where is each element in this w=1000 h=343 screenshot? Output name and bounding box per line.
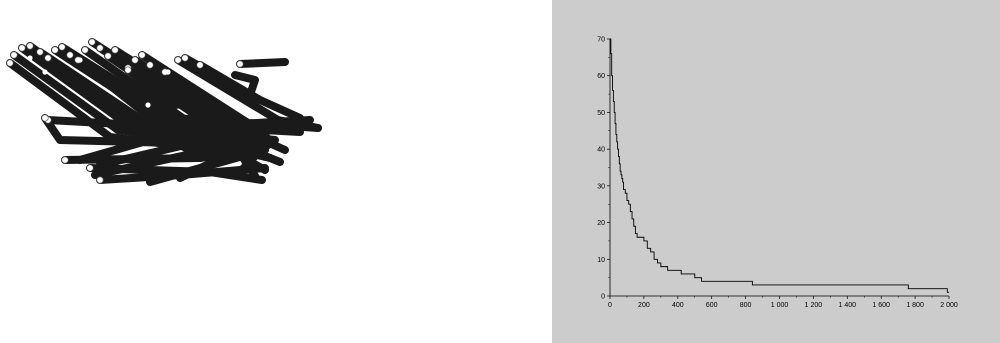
- tube-interior-end-0: [145, 102, 151, 108]
- x-tick-label: 0: [608, 302, 612, 309]
- tube-25: [61, 144, 262, 164]
- tube-22: [236, 58, 289, 68]
- x-tick-label: 1 000: [771, 302, 789, 309]
- chart-series: [610, 38, 949, 293]
- series-line-0: [610, 38, 949, 293]
- tube-end-14: [111, 46, 119, 54]
- x-tick-label: 1 600: [872, 302, 890, 309]
- tube-end-3: [26, 42, 34, 50]
- tube-interior-end-3: [165, 69, 171, 75]
- tube-end-0: [6, 59, 14, 67]
- tube-end-23: [196, 61, 204, 69]
- tube-end-1: [10, 51, 18, 59]
- tube-end-10: [81, 46, 89, 54]
- tube-28: [96, 164, 269, 184]
- tube-end-11: [88, 38, 96, 46]
- y-tick-label: 40: [597, 147, 605, 154]
- x-tick-label: 1 400: [839, 302, 857, 309]
- tube-end-29: [124, 66, 132, 74]
- x-axis-ticks: 0 200 400 600 800 1 000 1 200 1 400 1 600 1 800 2 …: [608, 296, 958, 309]
- x-tick-label: 400: [672, 302, 684, 309]
- tube-end-7: [58, 43, 66, 51]
- tube-interior-end-2: [42, 69, 48, 75]
- y-tick-label: 30: [597, 183, 605, 190]
- tube-end-8: [66, 51, 74, 59]
- tube-end-2: [18, 44, 26, 52]
- tube-end-18: [146, 61, 154, 69]
- y-tick-label: 50: [597, 110, 605, 117]
- y-tick-label: 60: [597, 73, 605, 80]
- tube-end-22: [236, 60, 244, 68]
- tube-interior-end-1: [77, 57, 83, 63]
- chart-axes: [609, 39, 949, 297]
- tube-network-image: [6, 38, 322, 186]
- step-line-chart: 0 200 400 600 800 1 000 1 200 1 400 1 600 1 800 2 …: [597, 37, 958, 310]
- tube-end-16: [131, 56, 139, 64]
- tube-end-20: [174, 56, 182, 64]
- x-tick-label: 1 800: [906, 302, 924, 309]
- tube-29: [124, 66, 214, 109]
- tube-end-4: [36, 48, 44, 56]
- tube-end-27: [41, 114, 49, 122]
- tube-end-28: [96, 176, 104, 184]
- y-axis-ticks: 0 10 20 30 40 50 60 70: [597, 37, 610, 301]
- tube-end-5: [44, 54, 52, 62]
- chart-panel: 0 200 400 600 800 1 000 1 200 1 400 1 600 1 800 2 …: [552, 0, 1000, 343]
- y-tick-label: 10: [597, 257, 605, 264]
- tube-interior-end-4: [27, 55, 33, 61]
- tube-end-26: [86, 164, 94, 172]
- tube-end-13: [104, 52, 112, 60]
- tube-23: [196, 61, 304, 122]
- y-tick-label: 0: [601, 294, 605, 301]
- tube-network-graphic: [6, 38, 322, 186]
- x-tick-label: 600: [706, 302, 718, 309]
- tube-end-12: [96, 44, 104, 52]
- tube-end-21: [181, 54, 189, 62]
- x-tick-label: 800: [740, 302, 752, 309]
- tube-20: [174, 56, 322, 132]
- y-tick-label: 70: [597, 37, 605, 44]
- x-tick-label: 2 000: [940, 302, 958, 309]
- tube-end-25: [61, 156, 69, 164]
- x-tick-label: 200: [638, 302, 650, 309]
- tube-end-6: [51, 46, 59, 54]
- x-tick-label: 1 200: [805, 302, 823, 309]
- tube-end-17: [138, 51, 146, 59]
- y-tick-label: 20: [597, 220, 605, 227]
- tube-27: [41, 114, 254, 149]
